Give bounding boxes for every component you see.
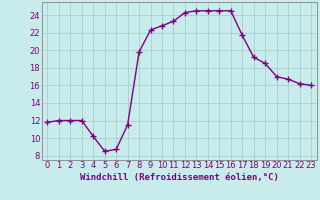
X-axis label: Windchill (Refroidissement éolien,°C): Windchill (Refroidissement éolien,°C) bbox=[80, 173, 279, 182]
